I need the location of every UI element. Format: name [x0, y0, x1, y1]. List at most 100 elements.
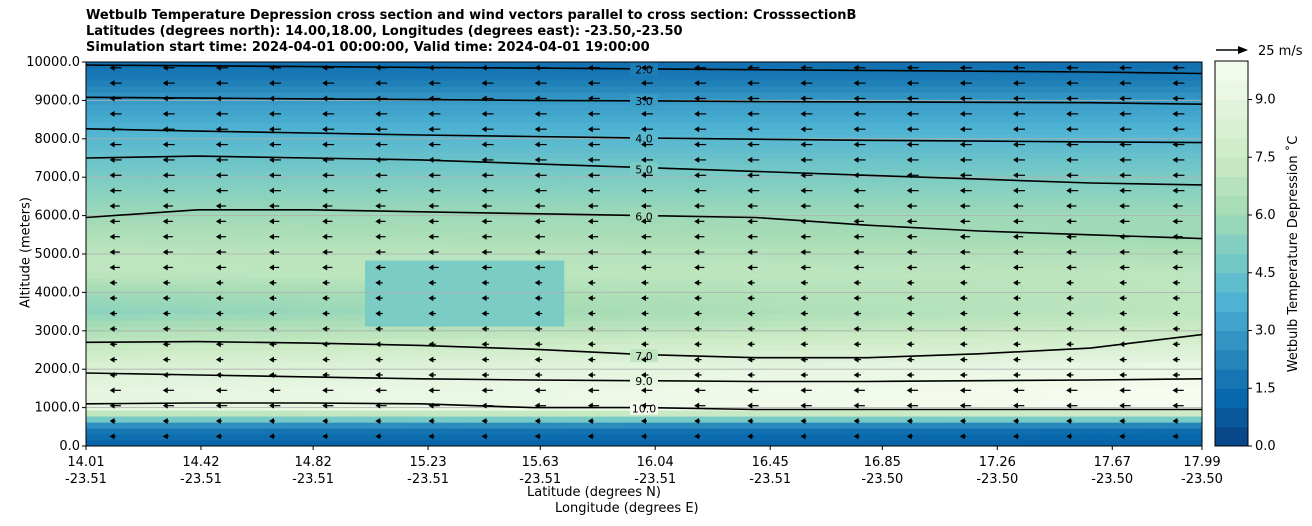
- wind-arrowhead: [641, 387, 646, 394]
- field-cell: [683, 260, 705, 267]
- field-cell: [285, 68, 306, 75]
- field-cell: [345, 146, 366, 153]
- field-cell: [703, 290, 725, 297]
- field-cell: [1022, 308, 1044, 315]
- field-cell: [86, 302, 107, 309]
- field-cell: [464, 206, 486, 213]
- wind-arrowhead: [109, 172, 115, 179]
- field-cell: [982, 332, 1004, 339]
- wind-arrowhead: [906, 141, 912, 148]
- field-cell: [305, 194, 326, 201]
- field-cell: [225, 326, 247, 333]
- field-cell: [424, 344, 446, 351]
- field-cell: [165, 368, 187, 375]
- field-cell: [903, 92, 924, 99]
- field-cell: [703, 152, 725, 159]
- field-cell: [923, 266, 944, 273]
- wind-arrowhead: [853, 418, 859, 425]
- field-cell: [962, 290, 984, 297]
- field-cell: [464, 176, 486, 183]
- wind-arrowhead: [481, 95, 487, 102]
- field-cell: [1022, 440, 1044, 446]
- field-cell: [962, 344, 984, 351]
- field-cell: [823, 266, 844, 273]
- field-cell: [504, 326, 526, 333]
- field-cell: [1182, 260, 1202, 267]
- field-cell: [1002, 224, 1024, 231]
- field-cell: [125, 224, 147, 231]
- field-cell: [285, 170, 306, 177]
- field-cell: [683, 68, 705, 75]
- wind-arrowhead: [694, 310, 700, 317]
- field-cell: [384, 320, 406, 327]
- field-cell: [1042, 128, 1064, 135]
- field-cell: [982, 146, 1004, 153]
- field-cell: [863, 266, 884, 273]
- field-cell: [444, 374, 466, 381]
- field-cell: [225, 440, 247, 446]
- field-cell: [923, 80, 944, 87]
- field-cell: [564, 242, 585, 249]
- field-cell: [962, 86, 984, 93]
- field-cell: [644, 338, 665, 345]
- field-cell: [404, 290, 426, 297]
- field-cell: [285, 98, 306, 105]
- field-cell: [305, 218, 326, 225]
- field-cell: [1042, 194, 1064, 201]
- field-cell: [1042, 344, 1064, 351]
- wind-arrowhead: [906, 341, 912, 348]
- wind-arrowhead: [162, 95, 168, 102]
- field-cell: [703, 284, 725, 291]
- field-cell: [1002, 332, 1024, 339]
- field-cell: [863, 218, 884, 225]
- field-cell: [723, 86, 745, 93]
- field-cell: [365, 122, 386, 129]
- field-cell: [843, 74, 864, 81]
- field-cell: [644, 158, 665, 165]
- field-cell: [564, 266, 585, 273]
- field-cell: [962, 308, 984, 315]
- field-cell: [1142, 410, 1163, 417]
- field-cell: [903, 374, 924, 381]
- field-cell: [903, 260, 924, 267]
- field-cell: [982, 218, 1004, 225]
- field-cell: [205, 392, 227, 399]
- field-cell: [942, 110, 964, 117]
- wind-arrowhead: [269, 264, 274, 271]
- field-cell: [1002, 338, 1024, 345]
- field-cell: [942, 434, 964, 441]
- wind-arrowhead: [694, 325, 700, 332]
- wind-arrowhead: [694, 203, 700, 209]
- wind-arrowhead: [906, 264, 912, 271]
- field-cell: [305, 392, 326, 399]
- field-cell: [1102, 392, 1123, 399]
- field-cell: [903, 362, 924, 369]
- field-cell: [524, 296, 545, 303]
- field-cell: [424, 314, 446, 321]
- field-cell: [1162, 92, 1183, 99]
- field-cell: [783, 278, 805, 285]
- field-cell: [823, 428, 844, 435]
- field-cell: [1122, 86, 1143, 93]
- field-cell: [265, 434, 286, 441]
- field-cell: [185, 350, 207, 357]
- field-cell: [245, 80, 266, 87]
- field-cell: [345, 206, 366, 213]
- field-cell: [404, 326, 426, 333]
- field-cell: [424, 434, 446, 441]
- field-cell: [923, 374, 944, 381]
- field-cell: [644, 278, 665, 285]
- field-cell: [604, 110, 625, 117]
- field-cell: [1062, 194, 1084, 201]
- wind-arrowhead: [1172, 187, 1178, 194]
- field-cell: [823, 194, 844, 201]
- field-cell: [86, 242, 107, 249]
- field-cell: [1062, 158, 1084, 165]
- field-cell: [285, 128, 306, 135]
- wind-arrowhead: [800, 433, 806, 440]
- wind-arrowhead: [1013, 141, 1018, 148]
- field-cell: [743, 182, 765, 189]
- wind-arrowhead: [587, 218, 593, 225]
- field-cell: [823, 254, 844, 261]
- field-cell: [424, 416, 446, 423]
